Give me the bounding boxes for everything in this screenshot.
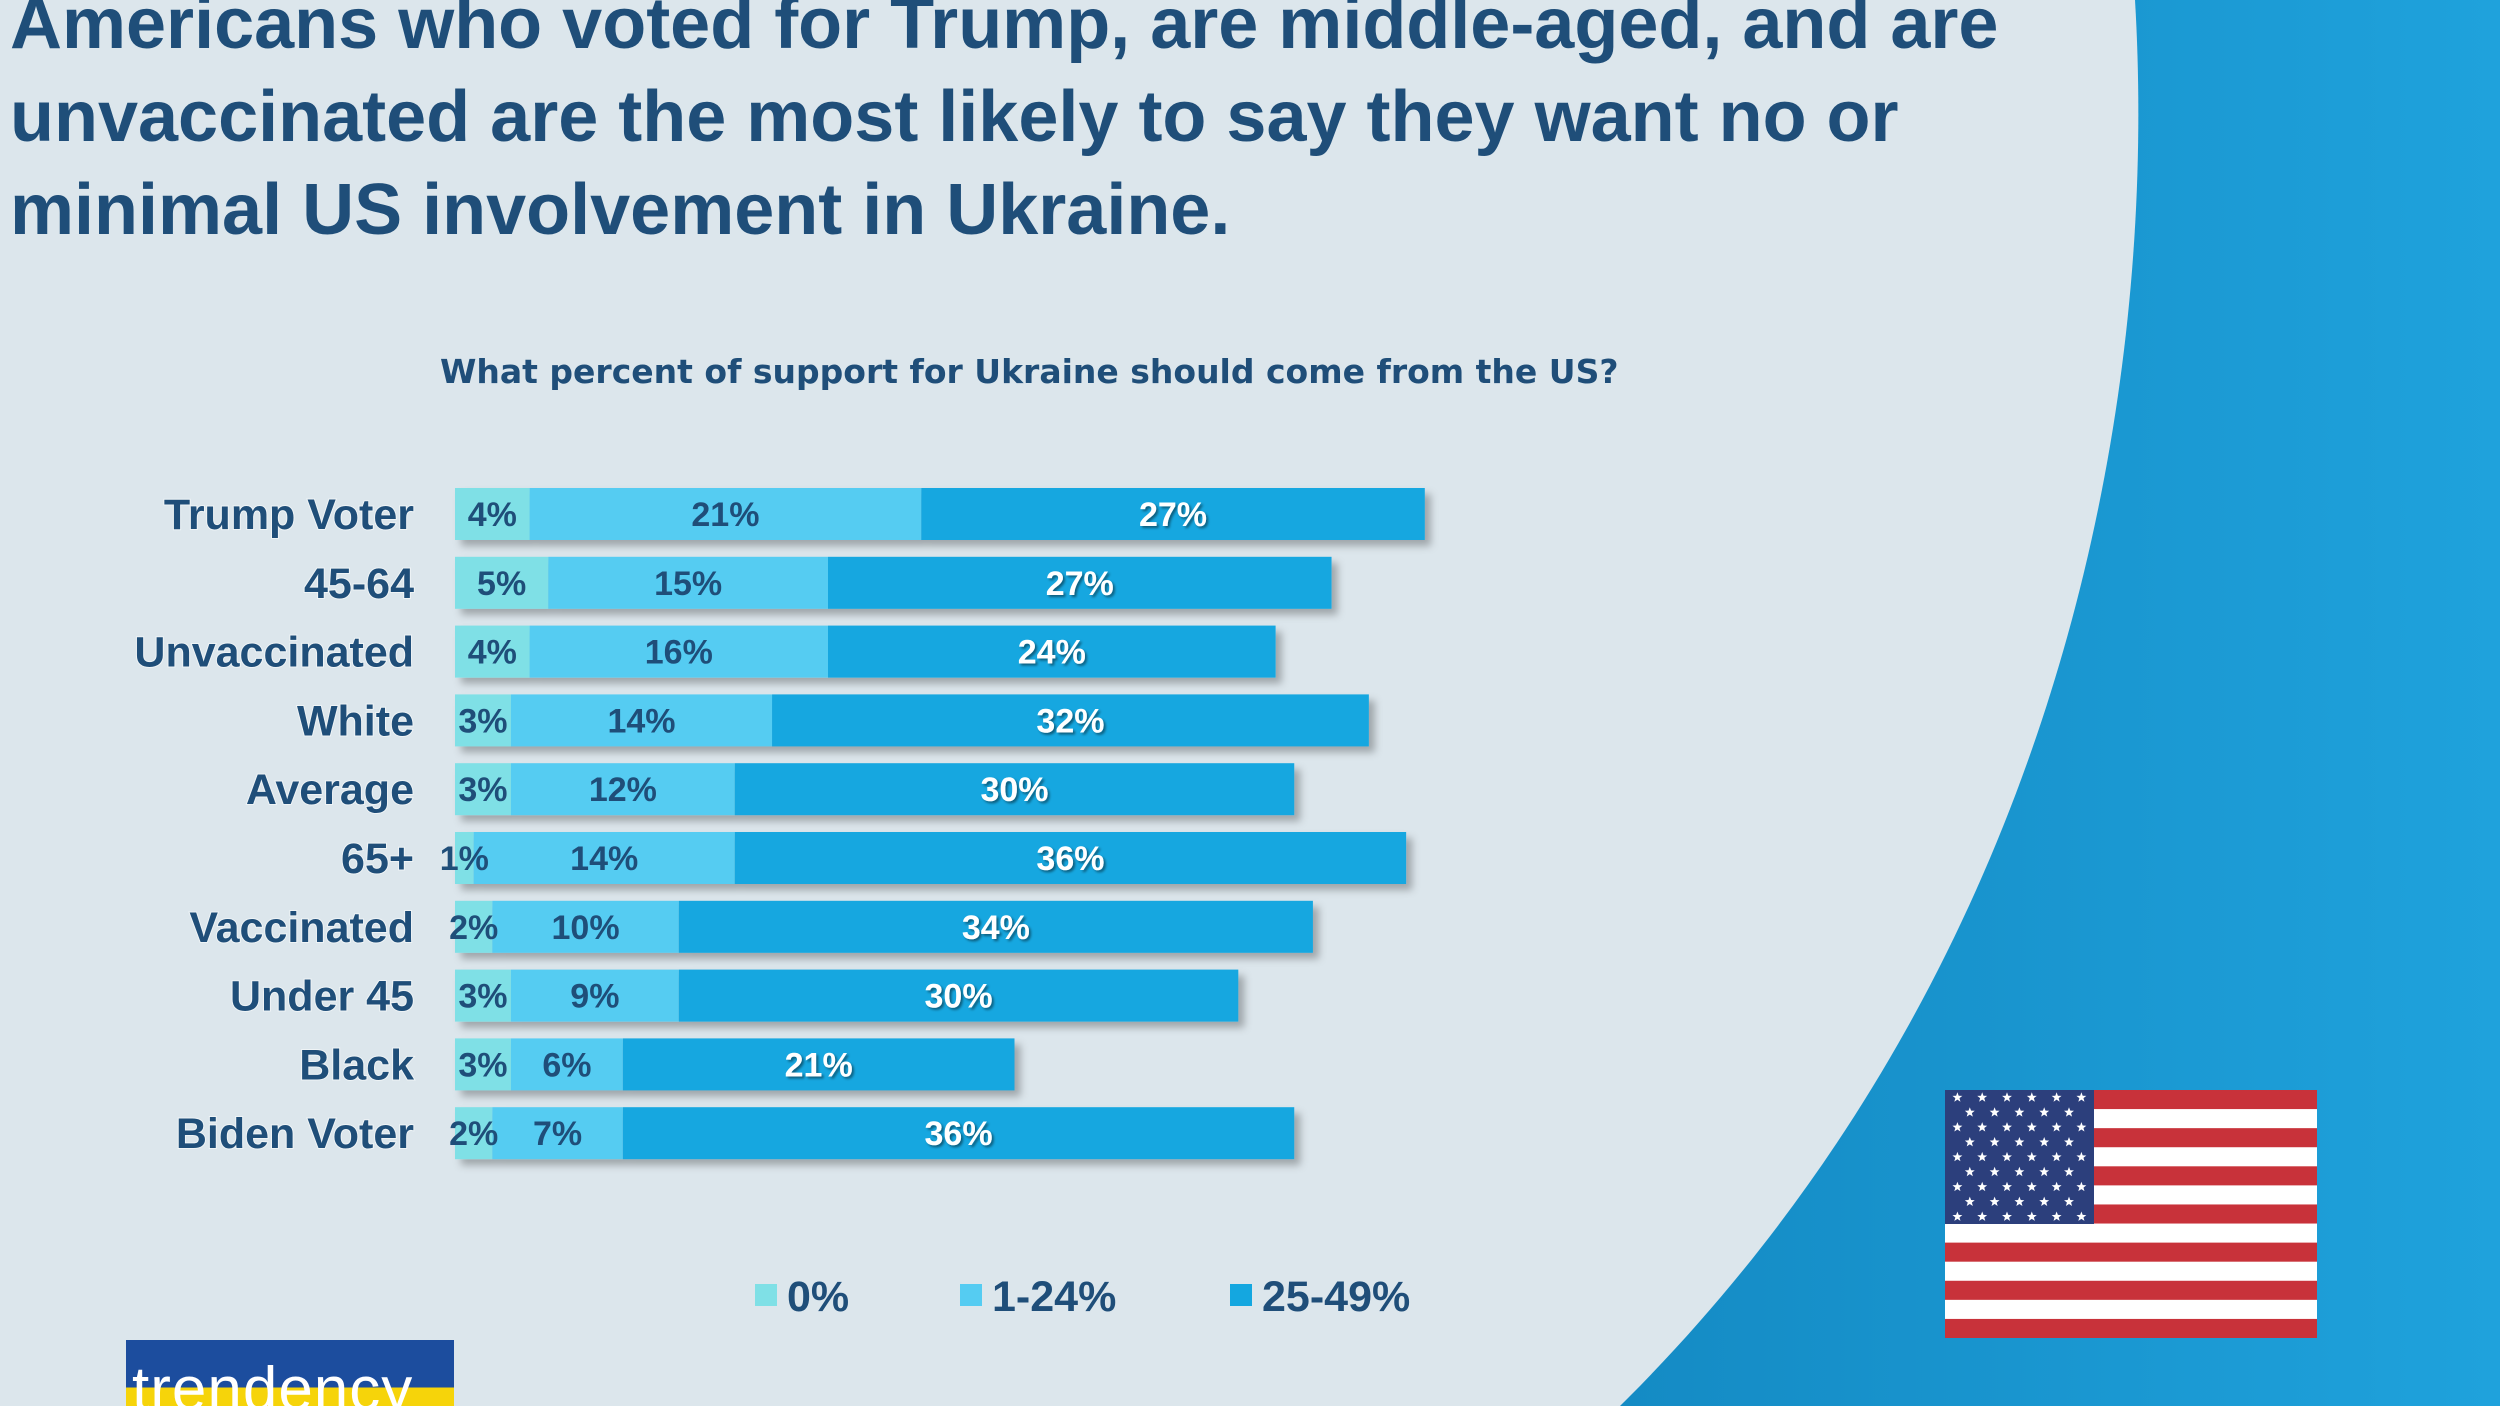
- bar-segment: [455, 832, 474, 884]
- bar-row: [455, 694, 1369, 747]
- legend-swatch: [1230, 1284, 1252, 1306]
- bar-segment: [510, 763, 735, 816]
- legend-label: 25-49%: [1262, 1273, 1410, 1321]
- bar-segment: [492, 1107, 623, 1160]
- category-label: Black: [299, 1041, 414, 1089]
- legend-item: 1-24%: [960, 1273, 1116, 1321]
- bar-row: [455, 832, 1407, 884]
- bar-segment: [455, 694, 511, 747]
- data-label: 24%: [1018, 634, 1086, 672]
- bar-segment: [455, 625, 530, 678]
- data-label: 10%: [552, 909, 620, 947]
- bar-segment: [622, 1038, 1015, 1091]
- data-label: 34%: [962, 909, 1030, 947]
- bar-row: [455, 1107, 1295, 1160]
- us-flag-icon: [1945, 1090, 2317, 1338]
- bar-segment: [455, 1038, 511, 1091]
- legend-item: 25-49%: [1230, 1273, 1410, 1321]
- bar-segment: [455, 969, 511, 1022]
- category-label: 65+: [341, 835, 414, 883]
- bar-segment: [678, 969, 1239, 1022]
- data-label: 4%: [468, 496, 517, 534]
- bar-segment: [455, 763, 511, 816]
- bar-segment: [455, 900, 493, 953]
- bar-segment: [510, 694, 773, 747]
- bar-segment: [772, 694, 1369, 747]
- bar-row: [455, 556, 1332, 609]
- data-label: 2%: [449, 1115, 498, 1153]
- bar-segment: [529, 488, 922, 540]
- category-label: Under 45: [230, 973, 414, 1021]
- data-label: 16%: [645, 634, 713, 672]
- data-label: 2%: [449, 909, 498, 947]
- data-label: 14%: [607, 702, 675, 740]
- bar-segment: [473, 832, 735, 884]
- data-label: 36%: [1036, 840, 1104, 878]
- category-label: 45-64: [304, 560, 414, 608]
- bar-row: [455, 900, 1313, 953]
- data-label: 21%: [691, 496, 759, 534]
- data-label: 12%: [589, 771, 657, 809]
- legend-label: 1-24%: [992, 1273, 1116, 1321]
- data-label: 30%: [980, 771, 1048, 809]
- legend-item: 0%: [755, 1273, 849, 1321]
- data-label: 32%: [1036, 702, 1104, 740]
- data-label: 4%: [468, 634, 517, 672]
- category-label: Biden Voter: [176, 1110, 414, 1158]
- data-label: 3%: [458, 771, 507, 809]
- bar-segment: [828, 625, 1276, 678]
- data-label: 21%: [785, 1046, 853, 1084]
- headline: Americans who voted for Trump, are middl…: [10, 0, 1999, 250]
- chart-title: What percent of support for Ukraine shou…: [440, 352, 1619, 391]
- bar-segment: [678, 900, 1313, 953]
- bar-segment: [529, 625, 828, 678]
- category-label: Vaccinated: [189, 904, 414, 952]
- data-label: 1%: [440, 840, 489, 878]
- legend-label: 0%: [787, 1273, 849, 1321]
- legend-swatch: [960, 1284, 982, 1306]
- bar-row: [455, 488, 1425, 540]
- bar-segment: [510, 969, 679, 1022]
- bar-row: [455, 625, 1276, 678]
- legend-swatch: [755, 1284, 777, 1306]
- bar-segment: [921, 488, 1425, 540]
- bar-row: [455, 763, 1295, 816]
- bar-row: [455, 1038, 1015, 1091]
- data-label: 30%: [925, 978, 993, 1016]
- bar-segment: [455, 556, 549, 609]
- data-label: 3%: [458, 978, 507, 1016]
- bar-segment: [455, 1107, 493, 1160]
- data-label: 14%: [570, 840, 638, 878]
- bar-segment: [828, 556, 1332, 609]
- bar-row: [455, 969, 1239, 1022]
- data-label: 27%: [1139, 496, 1207, 534]
- data-label: 36%: [925, 1115, 993, 1153]
- category-label: White: [297, 697, 414, 745]
- data-label: 15%: [654, 565, 722, 603]
- data-label: 6%: [542, 1046, 591, 1084]
- bar-segment: [548, 556, 828, 609]
- data-label: 27%: [1046, 565, 1114, 603]
- bar-segment: [455, 488, 530, 540]
- trendency-logo: trendency: [126, 1340, 454, 1406]
- bar-segment: [734, 832, 1407, 884]
- data-label: 9%: [570, 978, 619, 1016]
- data-label: 5%: [477, 565, 526, 603]
- category-label: Average: [246, 766, 414, 814]
- category-label: Trump Voter: [164, 491, 414, 539]
- bar-segment: [622, 1107, 1295, 1160]
- data-label: 7%: [533, 1115, 582, 1153]
- bar-segment: [492, 900, 679, 953]
- bar-segment: [510, 1038, 623, 1091]
- data-label: 3%: [458, 1046, 507, 1084]
- logo-text: trendency: [132, 1355, 414, 1406]
- data-label: 3%: [458, 702, 507, 740]
- category-label: Unvaccinated: [134, 629, 414, 677]
- bar-segment: [734, 763, 1295, 816]
